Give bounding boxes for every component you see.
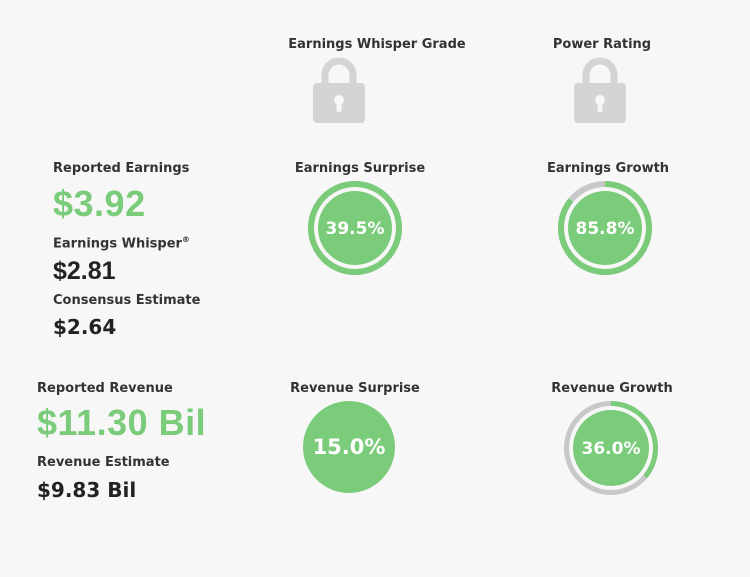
gauge-progress [558, 181, 652, 275]
gauge-value-text: 36.0% [582, 439, 641, 459]
revenue-surprise-svg: 15.0% [303, 401, 395, 493]
earnings-whisper-value: $2.81 [53, 257, 116, 285]
reported-revenue-label: Reported Revenue [37, 381, 173, 396]
reported-earnings-value: $3.92 [53, 183, 146, 224]
revenue-estimate-value: $9.83 Bil [37, 478, 137, 502]
whisper-grade-label: Earnings Whisper Grade [288, 37, 466, 52]
revenue-growth-svg: 36.0% [564, 401, 658, 495]
earnings-whisper-label: Earnings Whisper® [53, 235, 190, 252]
gauge-fill [573, 410, 649, 486]
registered-mark: ® [181, 235, 190, 244]
earnings-growth-gauge: 85.8% [558, 181, 652, 275]
gauge-progress [564, 401, 658, 495]
reported-revenue-value: $11.30 Bil [37, 402, 207, 443]
consensus-estimate-label: Consensus Estimate [53, 293, 201, 308]
gauge-value-text: 85.8% [576, 219, 635, 239]
reported-earnings-label: Reported Earnings [53, 161, 190, 176]
revenue-growth-label: Revenue Growth [551, 381, 673, 396]
gauge-progress [308, 181, 402, 275]
earnings-surprise-gauge: 39.5% [308, 181, 402, 275]
consensus-estimate-value: $2.64 [53, 315, 117, 339]
power-rating-label: Power Rating [552, 37, 652, 52]
earnings-growth-svg: 85.8% [558, 181, 652, 275]
earnings-surprise-label: Earnings Surprise [294, 161, 426, 176]
earnings-growth-label: Earnings Growth [546, 161, 670, 176]
gauge-value-text: 15.0% [313, 435, 386, 459]
gauge-fill [568, 191, 642, 265]
gauge-fill [318, 191, 392, 265]
earnings-surprise-svg: 39.5% [308, 181, 402, 275]
gauge-value-text: 39.5% [326, 219, 385, 239]
lock-icon [572, 55, 628, 125]
gauge-fill [303, 401, 395, 493]
lock-icon [311, 55, 367, 125]
revenue-surprise-gauge: 15.0% [303, 401, 395, 493]
revenue-growth-gauge: 36.0% [564, 401, 658, 495]
revenue-estimate-label: Revenue Estimate [37, 455, 170, 470]
revenue-surprise-label: Revenue Surprise [290, 381, 420, 396]
